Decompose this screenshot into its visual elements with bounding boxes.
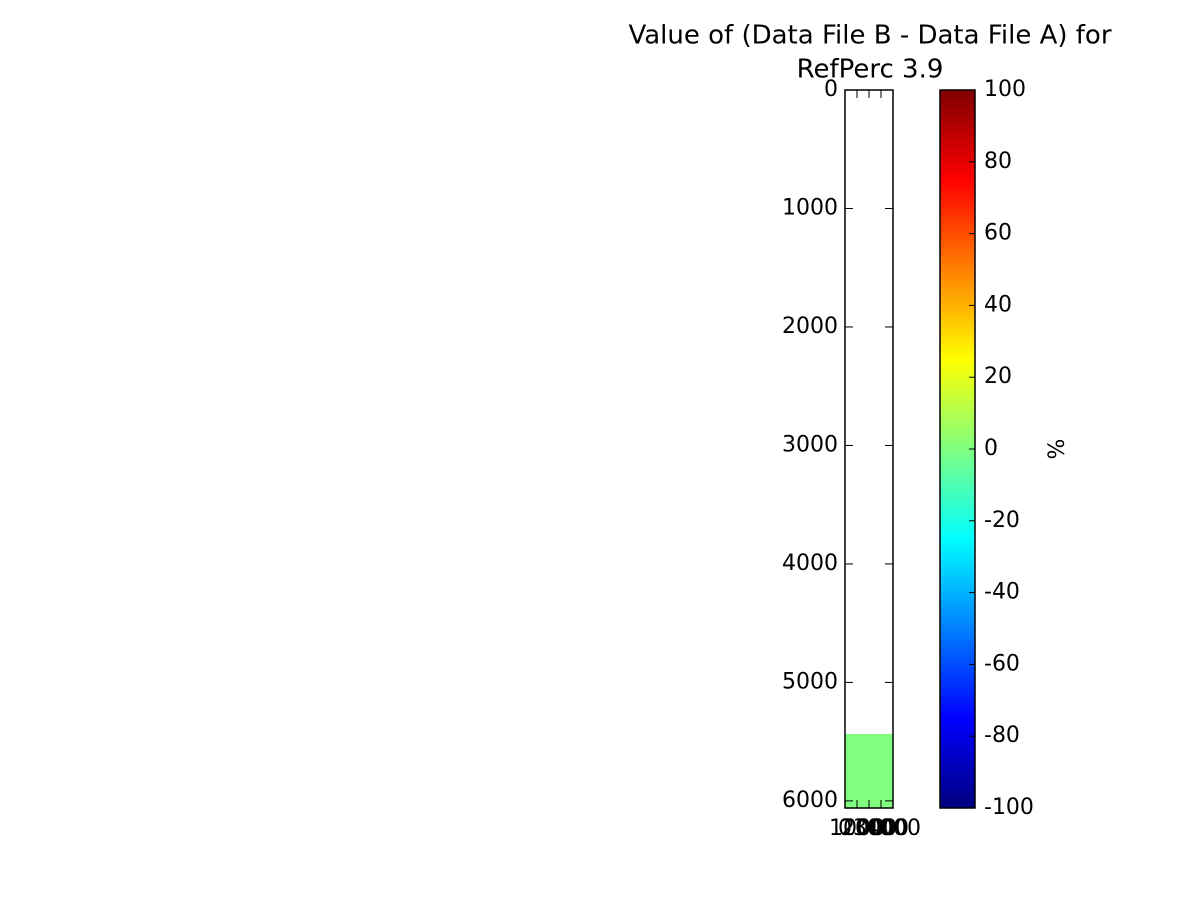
colorbar-tick-label: -40: [984, 580, 1020, 605]
x-tick-label: 2000: [841, 816, 897, 841]
colorbar-tick-label: 40: [984, 292, 1012, 317]
x-tick-label: 1000: [829, 816, 885, 841]
y-tick-label: 1000: [782, 195, 838, 220]
colorbar-tick-label: 80: [984, 149, 1012, 174]
colorbar-label: %: [1045, 439, 1070, 460]
y-tick-label: 4000: [782, 551, 838, 576]
colorbar-tick-label: -80: [984, 723, 1020, 748]
y-tick-label: 3000: [782, 432, 838, 457]
y-tick-label: 0: [824, 77, 838, 102]
colorbar-tick-label: 0: [984, 436, 998, 461]
colorbar-tick-label: -60: [984, 651, 1020, 676]
x-tick-label: 4000: [865, 816, 921, 841]
y-tick-label: 5000: [782, 669, 838, 694]
colorbar-tick-label: -20: [984, 508, 1020, 533]
heatmap-cell: [845, 733, 893, 808]
y-tick-label: 6000: [782, 788, 838, 813]
plot-frame: [844, 89, 894, 809]
colorbar-tick-label: 60: [984, 221, 1012, 246]
chart-title: Value of (Data File B - Data File A) for: [628, 21, 1111, 51]
y-tick-label: 2000: [782, 314, 838, 339]
colorbar-tick-label: 20: [984, 364, 1012, 389]
colorbar-tick-label: -100: [984, 795, 1034, 820]
colorbar-tick-label: 100: [984, 77, 1026, 102]
x-tick-label: 0: [838, 816, 852, 841]
x-tick-label: 3000: [853, 816, 909, 841]
chart-title: RefPerc 3.9: [797, 55, 944, 85]
